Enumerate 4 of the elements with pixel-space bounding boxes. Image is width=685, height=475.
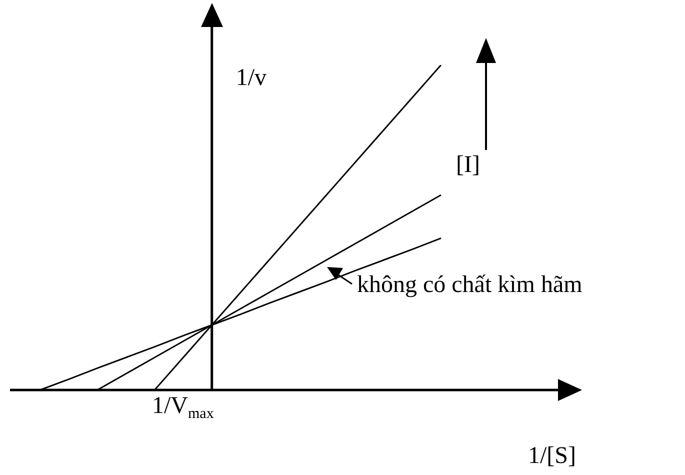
text: [I]: [456, 152, 480, 178]
annotation: không có chất kìm hãm: [357, 272, 583, 298]
x-axis-title: 1/[S]: [528, 443, 576, 469]
y-axis-title: 1/v: [236, 65, 267, 91]
